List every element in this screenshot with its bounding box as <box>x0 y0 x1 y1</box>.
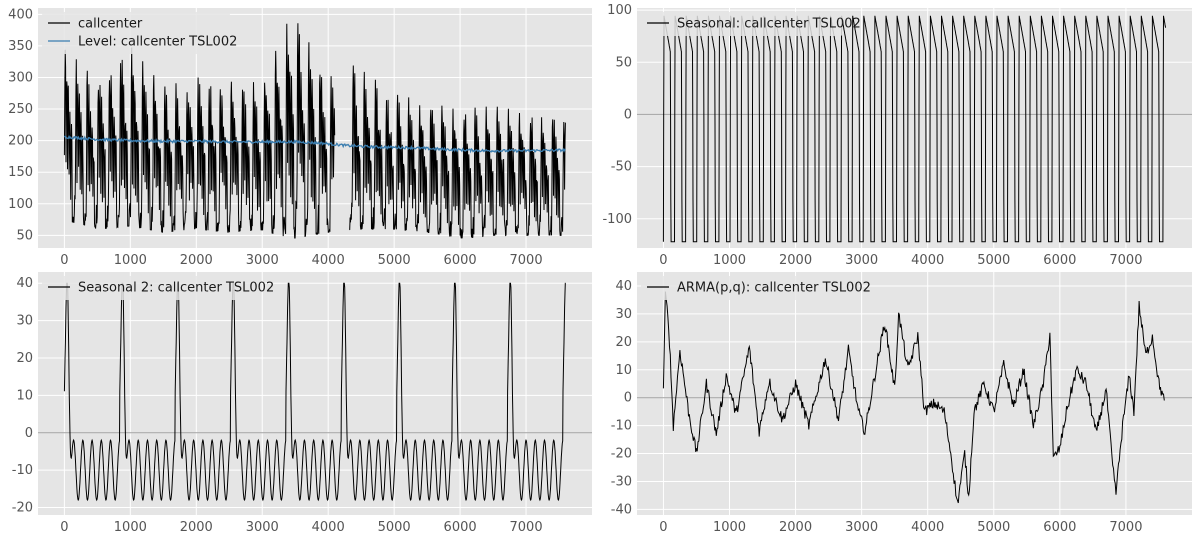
legend-label: ARMA(p,q): callcenter TSL002 <box>677 281 871 296</box>
y-tick-label: 50 <box>615 55 632 70</box>
x-tick-label: 0 <box>659 253 667 268</box>
legend: Seasonal 2: callcenter TSL002 <box>42 276 274 300</box>
legend: callcenter Level: callcenter TSL002 <box>42 12 237 54</box>
x-tick-label: 0 <box>60 253 68 268</box>
x-tick-label: 6000 <box>444 253 477 268</box>
x-tick-label: 5000 <box>378 253 411 268</box>
x-tick-label: 3000 <box>845 520 878 535</box>
x-tick-label: 4000 <box>911 520 944 535</box>
x-tick-label: 5000 <box>977 253 1010 268</box>
y-tick-label: 10 <box>16 388 33 403</box>
x-tick-label: 3000 <box>845 253 878 268</box>
x-tick-label: 0 <box>659 520 667 535</box>
legend: Seasonal: callcenter TSL002 <box>641 12 861 36</box>
legend-box <box>42 12 230 54</box>
legend-label: Seasonal 2: callcenter TSL002 <box>78 281 274 296</box>
chart-panel-top-left: 0 1000 2000 3000 4000 5000 6000 7000 50 100 150 200… <box>8 7 592 268</box>
x-tick-label: 2000 <box>779 520 812 535</box>
y-tick-label: 300 <box>8 70 33 85</box>
y-tick-label: 400 <box>8 7 33 22</box>
x-tick-label: 4000 <box>312 253 345 268</box>
series-line-0 <box>662 15 1167 243</box>
y-tick-label: -100 <box>602 212 632 227</box>
y-tick-label: 50 <box>16 228 33 243</box>
y-tick-label: -40 <box>611 502 632 517</box>
y-tick-label: -50 <box>611 160 632 175</box>
plot-area <box>637 272 1192 515</box>
series-line-0 <box>662 291 1165 504</box>
y-tick-label: 100 <box>8 197 33 212</box>
y-tick-label: 0 <box>624 107 632 122</box>
x-tick-label: 4000 <box>911 253 944 268</box>
y-tick-label: 30 <box>16 314 33 329</box>
y-tick-label: 40 <box>615 279 632 294</box>
y-tick-label: -20 <box>12 501 33 516</box>
x-tick-label: 2000 <box>180 520 213 535</box>
legend-label: callcenter <box>78 17 143 32</box>
legend-label: Seasonal: callcenter TSL002 <box>677 17 861 32</box>
x-tick-label: 7000 <box>510 520 543 535</box>
legend-label: Level: callcenter TSL002 <box>78 35 237 50</box>
x-tick-label: 1000 <box>713 253 746 268</box>
series-line-1 <box>63 134 567 154</box>
y-tick-label: -20 <box>611 447 632 462</box>
series-line-0 <box>63 23 336 239</box>
series-line-0 <box>63 282 566 502</box>
y-tick-label: 350 <box>8 39 33 54</box>
x-tick-label: 4000 <box>312 520 345 535</box>
y-tick-label: 0 <box>25 426 33 441</box>
y-tick-label: -30 <box>611 474 632 489</box>
y-tick-label: 40 <box>16 276 33 291</box>
x-tick-label: 1000 <box>114 520 147 535</box>
x-tick-label: 2000 <box>779 253 812 268</box>
x-tick-label: 2000 <box>180 253 213 268</box>
y-tick-label: 0 <box>624 391 632 406</box>
x-tick-label: 5000 <box>378 520 411 535</box>
x-tick-label: 3000 <box>246 253 279 268</box>
y-tick-label: 100 <box>607 3 632 18</box>
legend-box <box>641 12 843 36</box>
y-tick-label: -10 <box>611 419 632 434</box>
y-tick-label: -10 <box>12 463 33 478</box>
x-tick-label: 7000 <box>1109 520 1142 535</box>
x-tick-label: 1000 <box>114 253 147 268</box>
x-tick-label: 6000 <box>444 520 477 535</box>
y-tick-label: 30 <box>615 307 632 322</box>
x-tick-label: 5000 <box>977 520 1010 535</box>
chart-panel-top-right: 0 1000 2000 3000 4000 5000 6000 7000 -100 -50 0 50 1… <box>602 3 1192 268</box>
series-line-0 <box>349 65 566 239</box>
y-tick-label: 200 <box>8 134 33 149</box>
y-tick-label: 150 <box>8 165 33 180</box>
y-tick-label: 20 <box>16 351 33 366</box>
legend: ARMA(p,q): callcenter TSL002 <box>641 276 871 300</box>
legend-box <box>641 276 859 300</box>
x-tick-label: 7000 <box>510 253 543 268</box>
chart-panel-bottom-right: 0 1000 2000 3000 4000 5000 6000 7000 -40 -30 -20 -1… <box>611 272 1192 535</box>
x-tick-label: 6000 <box>1043 253 1076 268</box>
y-tick-label: 20 <box>615 335 632 350</box>
y-tick-label: 10 <box>615 363 632 378</box>
legend-box <box>42 276 260 300</box>
x-tick-label: 7000 <box>1109 253 1142 268</box>
x-tick-label: 6000 <box>1043 520 1076 535</box>
chart-panel-bottom-left: 0 1000 2000 3000 4000 5000 6000 7000 -20 -10 0 10 20… <box>12 272 592 535</box>
x-tick-label: 1000 <box>713 520 746 535</box>
x-tick-label: 0 <box>60 520 68 535</box>
x-tick-label: 3000 <box>246 520 279 535</box>
y-tick-label: 250 <box>8 102 33 117</box>
